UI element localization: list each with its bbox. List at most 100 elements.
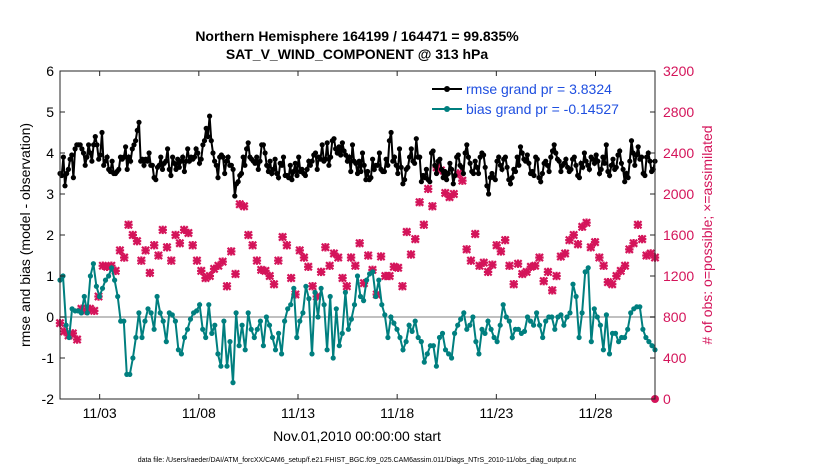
- series-point: [504, 164, 510, 170]
- series-point: [345, 326, 351, 332]
- obs-assimilated-point: [145, 268, 155, 278]
- legend-rmse-label: rmse grand pr = 3.8324: [466, 81, 612, 97]
- series-point: [223, 158, 229, 164]
- series-point: [292, 160, 298, 166]
- series-point: [561, 160, 567, 166]
- obs-assimilated-point: [393, 263, 403, 273]
- series-point: [509, 175, 515, 181]
- series-point: [312, 150, 319, 156]
- right-tick-label: 0: [663, 391, 671, 407]
- series-point: [348, 316, 354, 322]
- obs-assimilated-point: [500, 235, 510, 245]
- series-point: [260, 142, 266, 148]
- series-point: [433, 170, 440, 177]
- right-tick-label: 1200: [663, 268, 694, 284]
- series-point: [586, 166, 593, 172]
- obs-assimilated-point: [573, 239, 583, 249]
- series-point: [254, 326, 260, 332]
- obs-assimilated-point: [192, 256, 202, 266]
- series-point: [77, 142, 83, 148]
- series-point: [181, 168, 187, 175]
- series-point: [344, 158, 350, 164]
- series-point: [145, 306, 151, 312]
- series-point: [235, 179, 241, 185]
- x-tick-label: 11/03: [83, 405, 117, 421]
- series-point: [427, 179, 433, 185]
- series-point: [552, 326, 558, 332]
- x-tick-label: 11/28: [579, 405, 613, 421]
- series-point: [126, 154, 132, 160]
- right-tick-label: 1600: [663, 227, 694, 243]
- series-point: [187, 316, 194, 322]
- series-point: [524, 152, 530, 158]
- series-point: [588, 339, 594, 345]
- obs-assimilated-point: [355, 238, 365, 248]
- series-point: [576, 175, 583, 181]
- series-point: [165, 146, 171, 152]
- series-point: [60, 154, 66, 160]
- series-point: [491, 334, 497, 341]
- series-point: [603, 142, 609, 148]
- series-point: [264, 162, 270, 168]
- series-point: [81, 293, 87, 300]
- series-point: [407, 154, 413, 160]
- series-point: [336, 343, 342, 349]
- series-point: [519, 150, 525, 156]
- series-point: [417, 154, 423, 160]
- series-point: [627, 158, 633, 164]
- series-point: [127, 371, 133, 377]
- obs-assimilated-point: [342, 281, 352, 291]
- series-point: [517, 144, 524, 150]
- series-point: [87, 150, 93, 156]
- obs-assimilated-point: [119, 253, 129, 262]
- series-point: [534, 156, 540, 162]
- series-point: [424, 351, 430, 357]
- series-point: [488, 326, 494, 332]
- series-point: [467, 322, 473, 328]
- series-point: [388, 314, 394, 320]
- obs-assimilated-point: [286, 273, 296, 283]
- series-point: [600, 347, 607, 353]
- series-point: [82, 162, 88, 168]
- series-point: [473, 339, 479, 345]
- obs-assimilated-point: [582, 218, 591, 228]
- obs-assimilated-point: [620, 261, 630, 271]
- right-tick-label: 3200: [663, 63, 694, 79]
- series-point: [287, 162, 293, 168]
- left-axis-label: rmse and bias (model - observation): [17, 123, 33, 347]
- series-point: [323, 156, 329, 162]
- series-point: [218, 363, 224, 369]
- series-point: [632, 162, 638, 168]
- series-point: [465, 154, 471, 160]
- obs-assimilated-point: [299, 253, 309, 262]
- series-point: [102, 277, 109, 283]
- obs-assimilated-point: [308, 281, 317, 291]
- series-point: [228, 162, 234, 168]
- series-point: [240, 154, 246, 160]
- left-tick-label: -2: [42, 391, 55, 407]
- obs-assimilated-point: [239, 201, 249, 211]
- series-point: [245, 140, 251, 146]
- series-point: [288, 302, 294, 308]
- series-point: [94, 142, 100, 148]
- x-tick-label: 11/18: [380, 405, 414, 421]
- series-point: [324, 347, 330, 353]
- series-point: [492, 177, 498, 183]
- series-point: [439, 330, 446, 336]
- series-point: [610, 156, 616, 162]
- series-point: [450, 181, 456, 187]
- series-point: [383, 156, 389, 162]
- series-point: [215, 175, 221, 181]
- obs-assimilated-point: [363, 251, 373, 260]
- series-point: [232, 193, 238, 199]
- series-point: [351, 302, 358, 308]
- series-point: [570, 281, 576, 287]
- series-point: [168, 172, 174, 179]
- series-point: [230, 380, 236, 386]
- obs-assimilated-point: [166, 256, 176, 266]
- series-point: [314, 166, 320, 172]
- obs-assimilated-point: [539, 276, 549, 286]
- x-tick-label: 11/08: [182, 405, 216, 421]
- obs-assimilated-point: [385, 271, 394, 281]
- obs-assimilated-point: [196, 266, 206, 276]
